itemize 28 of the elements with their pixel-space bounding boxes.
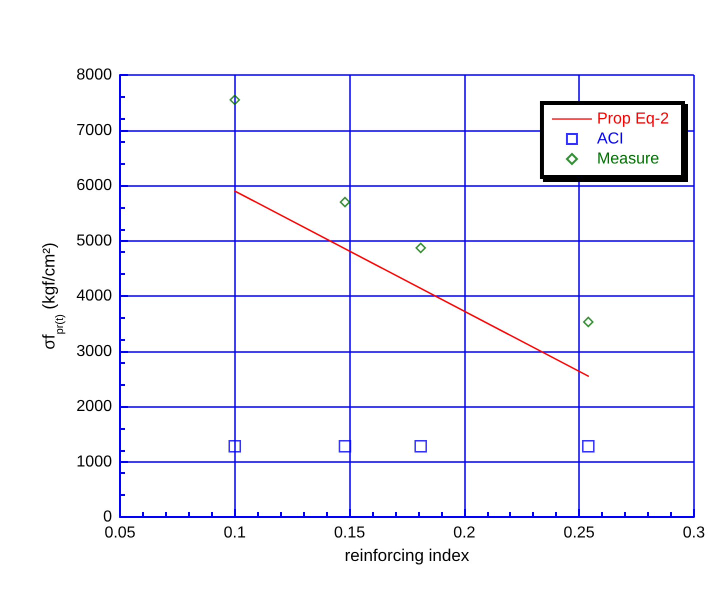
x-tick-label: 0.05 [104, 524, 136, 542]
x-tick-label: 0.2 [453, 524, 476, 542]
x-tick-label: 0.3 [682, 524, 706, 542]
y-tick-label: 1000 [76, 453, 112, 470]
legend-label: ACI [596, 130, 624, 148]
point [583, 316, 594, 328]
point [582, 440, 595, 453]
legend-label: Prop Eq-2 [596, 110, 670, 128]
y-tick-label: 3000 [76, 342, 112, 360]
y-tick-label: 7000 [76, 122, 112, 139]
point [228, 440, 242, 453]
point [415, 242, 426, 254]
x-tick-label: 0.15 [334, 524, 366, 542]
x-axis-title: reinforcing index [344, 546, 470, 565]
y-tick-label: 8000 [76, 66, 112, 84]
y-tick-label: 0 [103, 508, 112, 526]
legend-label: Measure [596, 150, 660, 168]
point [230, 94, 240, 106]
x-tick-label: 0.25 [564, 524, 595, 542]
point [414, 440, 427, 453]
y-tick-label: 6000 [76, 177, 112, 194]
y-tick-label: 2000 [76, 398, 112, 415]
y-axis-title: σfpr(t) (kgf/cm²) [40, 242, 66, 350]
y-tick-label: 4000 [76, 288, 112, 304]
y-tick-label: 5000 [76, 232, 112, 250]
point [338, 440, 352, 453]
x-tick-label: 0.1 [224, 524, 246, 542]
point [340, 196, 350, 208]
